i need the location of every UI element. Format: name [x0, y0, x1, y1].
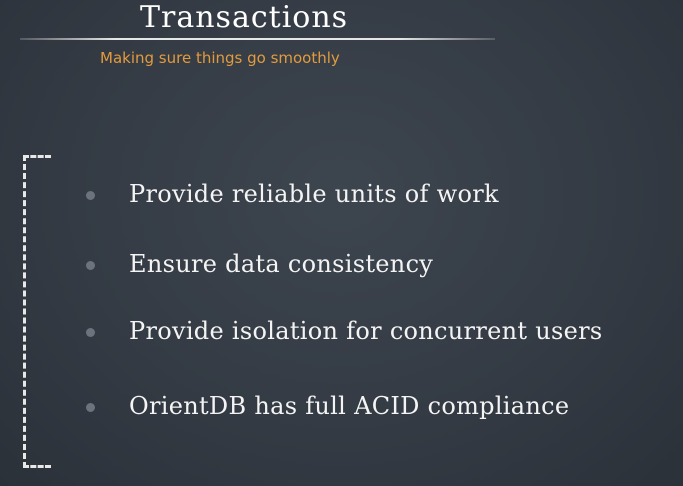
bullet-text: OrientDB has full ACID compliance: [129, 392, 570, 420]
title-divider: [20, 38, 495, 40]
bullet-dot-icon: [86, 191, 95, 200]
bullet-dot-icon: [86, 403, 95, 412]
slide-title: Transactions: [140, 0, 349, 35]
bullet-dot-icon: [86, 328, 95, 337]
bullet-dot-icon: [86, 261, 95, 270]
bullet-text: Ensure data consistency: [129, 250, 434, 278]
bullet-text: Provide isolation for concurrent users: [129, 317, 603, 345]
bullet-text: Provide reliable units of work: [129, 180, 499, 208]
bullet-item: Provide reliable units of work: [0, 176, 683, 216]
bullet-item: Ensure data consistency: [0, 246, 683, 286]
dashed-bracket-decoration: [23, 155, 51, 468]
bullet-item: OrientDB has full ACID compliance: [0, 388, 683, 428]
bullet-item: Provide isolation for concurrent users: [0, 313, 683, 353]
slide-subtitle: Making sure things go smoothly: [100, 49, 340, 67]
